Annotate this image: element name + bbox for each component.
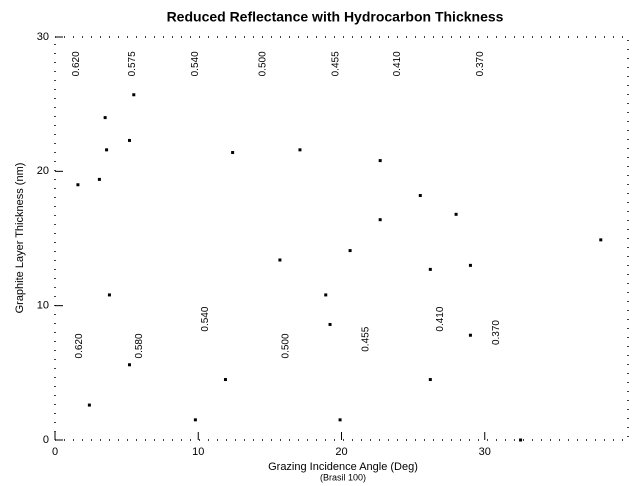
point: [324, 293, 328, 297]
contour-label: 0.455: [360, 326, 371, 351]
point: [87, 403, 91, 407]
contour-label: 0.370: [475, 51, 486, 76]
point: [428, 267, 432, 271]
x-axis-sublabel: (Brasil 100): [320, 472, 366, 482]
point: [193, 418, 197, 422]
point: [107, 293, 111, 297]
contour-label: 0.620: [74, 333, 85, 358]
contour-label: 0.620: [71, 51, 82, 76]
point: [132, 93, 136, 97]
x-tick-label: 10: [192, 446, 204, 458]
point: [468, 263, 472, 267]
plot-frame: [54, 36, 629, 441]
point: [127, 138, 131, 142]
y-tick-label: 0: [43, 434, 49, 446]
contour-label: 0.580: [134, 333, 145, 358]
contour-label: 0.540: [190, 51, 201, 76]
y-tick-label: 10: [37, 300, 49, 312]
point: [298, 148, 302, 152]
y-axis-label: Graphite Layer Thickness (nm): [14, 163, 26, 314]
point: [378, 159, 382, 163]
point: [278, 258, 282, 262]
point: [454, 212, 458, 216]
contour-label: 0.540: [200, 306, 211, 331]
point: [348, 249, 352, 253]
x-tick-label: 0: [52, 446, 58, 458]
point: [103, 116, 107, 120]
point: [428, 378, 432, 382]
point: [328, 322, 332, 326]
x-tick-label: 20: [335, 446, 347, 458]
point: [378, 218, 382, 222]
chart-title: Reduced Reflectance with Hydrocarbon Thi…: [167, 9, 504, 25]
point: [76, 183, 80, 187]
point: [105, 148, 109, 152]
point: [97, 177, 101, 181]
contour-label: 0.575: [127, 51, 138, 76]
y-tick-label: 20: [37, 165, 49, 177]
point: [599, 238, 603, 242]
contour-label: 0.500: [280, 333, 291, 358]
point: [223, 378, 227, 382]
point: [468, 333, 472, 337]
point: [231, 151, 235, 155]
contour-label: 0.410: [392, 51, 403, 76]
point: [418, 194, 422, 198]
x-axis-label: Grazing Incidence Angle (Deg): [268, 461, 418, 473]
contour-label: 0.455: [330, 51, 341, 76]
x-tick-label: 30: [479, 446, 491, 458]
contour-label: 0.370: [491, 320, 502, 345]
point: [127, 363, 131, 367]
contour-label: 0.410: [435, 306, 446, 331]
contour-label: 0.500: [257, 51, 268, 76]
point: [519, 438, 523, 442]
point: [338, 418, 342, 422]
y-tick-label: 30: [37, 31, 49, 43]
